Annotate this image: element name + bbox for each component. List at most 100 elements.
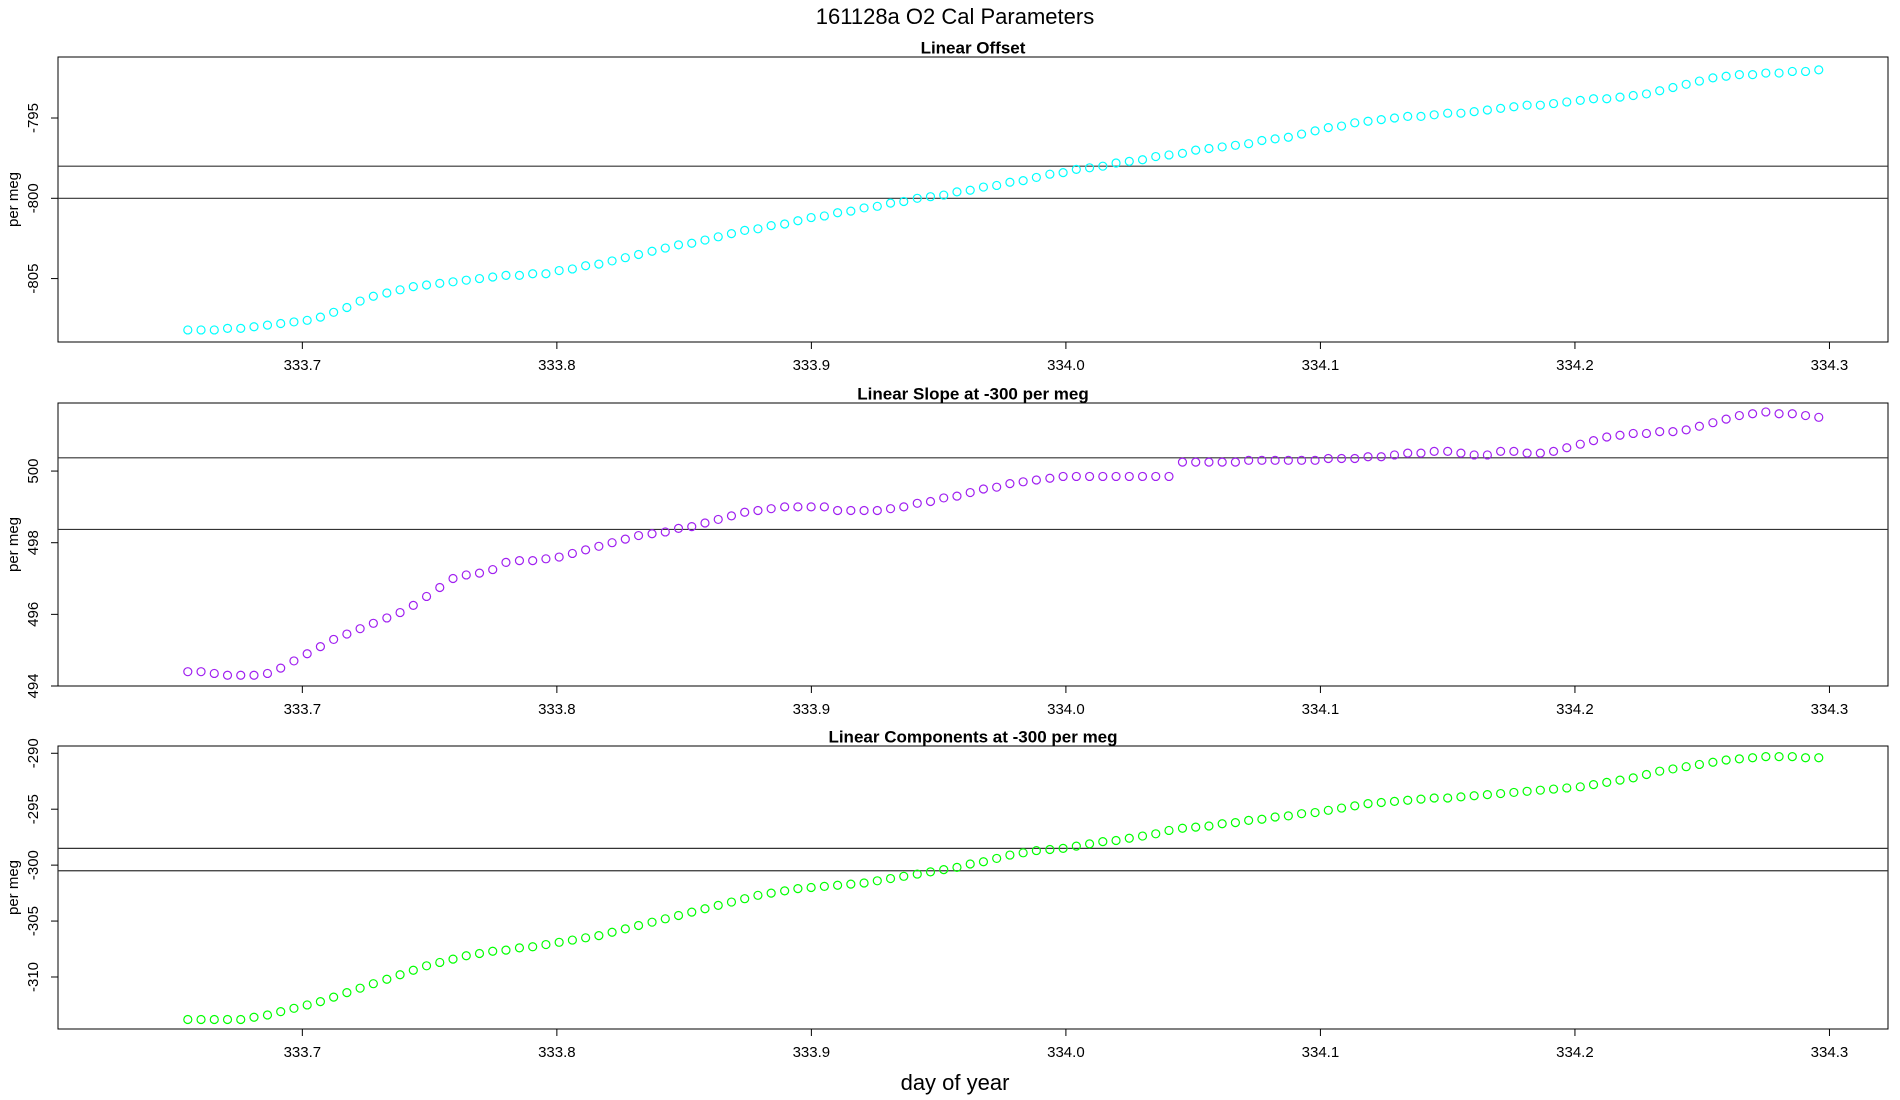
point [1482,105,1492,115]
point [620,534,630,544]
x-tick-label: 333.9 [793,701,831,718]
point [687,521,697,532]
point [262,668,273,679]
point [1562,783,1572,793]
point [899,196,909,207]
plot-frame [57,745,1889,1030]
point [474,568,485,578]
point [780,502,790,512]
point [1708,757,1718,767]
point [1655,86,1665,96]
point [1323,805,1333,815]
point [1708,73,1718,83]
point [541,939,551,950]
point [1151,151,1161,162]
y-tick-label: 500 [25,459,42,484]
point [421,280,432,290]
point [1336,121,1347,131]
point [872,505,882,516]
point [1283,132,1293,142]
point [1655,427,1665,437]
x-tick-label: 333.7 [284,357,322,374]
point [1747,70,1758,80]
point [1084,163,1095,173]
point [1018,848,1028,858]
point [435,582,445,593]
point [488,564,498,575]
point [1257,455,1267,465]
point [474,273,485,284]
point [501,270,511,280]
point [395,285,405,295]
y-tick-label: 498 [25,530,42,555]
point [1137,831,1148,841]
x-tick-label: 334.3 [1811,701,1849,718]
point [965,859,975,869]
point [1496,446,1506,456]
point [633,530,644,541]
point [1681,79,1691,89]
point [925,867,936,877]
point [1548,784,1559,794]
point [1389,796,1400,806]
point [1137,471,1148,482]
point [1084,839,1095,849]
x-tick-label: 334.0 [1047,701,1085,718]
point [1469,106,1479,117]
point [236,670,246,680]
point [382,613,392,623]
y-tick-label: -795 [25,103,42,133]
point [222,323,233,333]
point [448,954,458,964]
point [249,670,259,680]
point [315,312,326,322]
point [1058,471,1068,482]
point [1509,102,1519,112]
point [1496,103,1506,113]
point [289,656,299,666]
point [1814,412,1824,422]
point [382,288,392,298]
point [355,983,365,993]
point [1721,414,1731,424]
point [1575,782,1585,792]
point [355,296,365,306]
point [448,277,458,287]
point [554,937,564,947]
x-tick-label: 334.3 [1811,357,1849,374]
point [793,502,803,512]
point [196,667,206,677]
point [209,1014,219,1025]
y-tick-label: -800 [25,183,42,213]
point [1628,428,1638,439]
point [1350,118,1360,128]
point [1191,822,1201,832]
point [448,573,458,584]
point [1615,92,1625,102]
point [1350,801,1360,811]
point [1655,766,1665,776]
x-tick-label: 333.7 [284,1044,322,1061]
point [514,270,525,280]
point [673,523,684,533]
x-tick-label: 333.8 [538,701,576,718]
point [461,951,471,961]
point [1641,428,1652,439]
point [965,185,975,195]
point [687,238,697,248]
point [846,879,856,889]
point [939,493,949,503]
point [1403,795,1413,805]
point [1509,446,1519,456]
point [1602,432,1612,442]
point [1602,777,1612,787]
point [1403,448,1413,458]
x-tick-label: 334.3 [1811,1044,1849,1061]
y-axis-label: per meg [5,860,22,915]
point [806,882,816,893]
point [249,322,259,332]
point [1443,108,1453,118]
point [1230,140,1241,150]
point [859,505,869,516]
